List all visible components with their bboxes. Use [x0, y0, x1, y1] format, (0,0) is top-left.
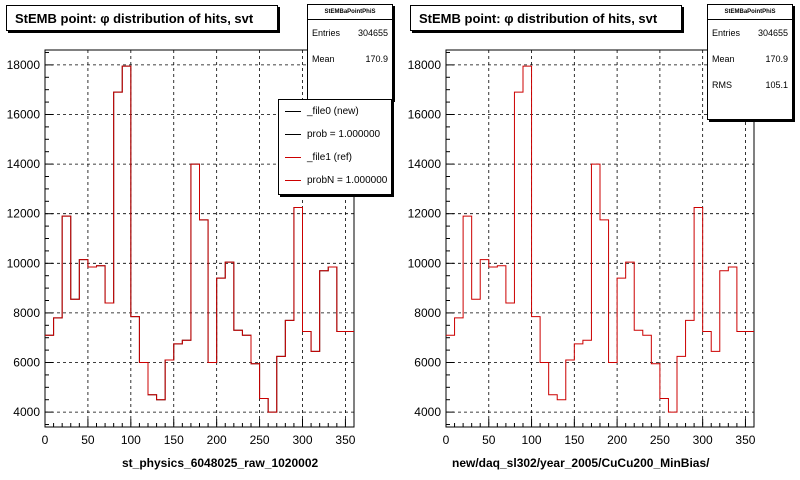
x-tick-label: 300	[693, 433, 713, 447]
x-tick-label: 250	[650, 433, 670, 447]
left-x-axis-title: st_physics_6048025_raw_1020002	[122, 456, 319, 470]
left-stats-mean-value: 170.9	[365, 54, 388, 64]
right-x-axis-title: new/daq_sl302/year_2005/CuCu200_MinBias/	[452, 456, 710, 470]
y-tick-label: 16000	[408, 107, 442, 121]
left-stats-mean-label: Mean	[312, 54, 335, 64]
x-tick-label: 200	[207, 433, 227, 447]
y-tick-label: 8000	[414, 306, 441, 320]
histogram-series-0	[446, 65, 754, 413]
y-tick-label: 18000	[408, 58, 442, 72]
right-stats-mean-row: Mean 170.9	[708, 46, 792, 72]
right-stats-entries-label: Entries	[712, 28, 741, 38]
left-stats-name: StEMBaPointPhiS	[308, 5, 392, 20]
y-tick-label: 4000	[13, 405, 40, 419]
legend-entry-file0: _file0 (new)	[279, 100, 391, 123]
right-stats-rms-label: RMS	[712, 80, 732, 90]
y-tick-label: 6000	[414, 356, 441, 370]
left-stats-entries-row: Entries 304655	[308, 20, 392, 46]
legend-swatch-file1	[285, 157, 301, 158]
x-tick-label: 200	[607, 433, 627, 447]
left-stats-entries-label: Entries	[312, 28, 341, 38]
legend-entry-file1: _file1 (ref)	[279, 146, 391, 169]
right-stats-rms-row: RMS 105.1	[708, 72, 792, 98]
x-tick-label: 350	[335, 433, 355, 447]
x-tick-label: 350	[735, 433, 755, 447]
y-tick-label: 4000	[414, 405, 441, 419]
right-stats-mean-label: Mean	[712, 54, 735, 64]
x-tick-label: 250	[250, 433, 270, 447]
y-tick-label: 6000	[13, 356, 40, 370]
x-tick-label: 150	[564, 433, 584, 447]
right-stats-mean-value: 170.9	[765, 54, 788, 64]
y-tick-label: 8000	[13, 306, 40, 320]
right-stats-entries-value: 304655	[757, 28, 788, 38]
x-tick-label: 0	[443, 433, 450, 447]
legend-entry-prob: prob = 1.000000	[279, 123, 391, 146]
y-tick-label: 18000	[7, 58, 41, 72]
legend-swatch-probn	[285, 180, 301, 181]
legend-swatch-file0	[285, 111, 301, 112]
left-stats-box: StEMBaPointPhiS Entries 304655 Mean 170.…	[307, 4, 393, 100]
y-tick-label: 14000	[408, 157, 442, 171]
y-tick-label: 12000	[408, 207, 442, 221]
legend-label-prob: prob = 1.000000	[307, 129, 381, 140]
legend-label-file1: _file1 (ref)	[307, 152, 353, 163]
y-tick-label: 12000	[7, 207, 41, 221]
left-chart-title: StEMB point: φ distribution of hits, svt	[6, 5, 278, 31]
legend-label-file0: _file0 (new)	[307, 106, 359, 117]
x-tick-label: 100	[121, 433, 141, 447]
x-tick-label: 50	[482, 433, 496, 447]
right-chart-title: StEMB point: φ distribution of hits, svt	[410, 5, 682, 31]
right-plot: 0 50 100 150 200 250 300 350 4000 6000 8000 10000 12…	[408, 49, 756, 447]
x-tick-label: 50	[81, 433, 95, 447]
x-tick-label: 0	[42, 433, 49, 447]
right-stats-box: StEMBaPointPhiS Entries 304655 Mean 170.…	[707, 4, 793, 120]
y-tick-label: 10000	[408, 256, 442, 270]
x-tick-label: 100	[522, 433, 542, 447]
x-tick-label: 300	[292, 433, 312, 447]
x-tick-label: 150	[164, 433, 184, 447]
histogram-series-1	[45, 65, 354, 413]
y-tick-label: 16000	[7, 107, 41, 121]
y-tick-label: 10000	[7, 256, 41, 270]
legend-swatch-prob	[285, 134, 301, 135]
left-stats-mean-row: Mean 170.9	[308, 46, 392, 72]
y-tick-label: 14000	[7, 157, 41, 171]
legend-entry-probn: probN = 1.000000	[279, 169, 391, 192]
left-stats-entries-value: 304655	[357, 28, 388, 38]
right-stats-name: StEMBaPointPhiS	[708, 5, 792, 20]
left-legend: _file0 (new) prob = 1.000000 _file1 (ref…	[278, 99, 392, 195]
right-stats-entries-row: Entries 304655	[708, 20, 792, 46]
right-stats-rms-value: 105.1	[765, 80, 788, 90]
legend-label-probn: probN = 1.000000	[307, 175, 388, 186]
